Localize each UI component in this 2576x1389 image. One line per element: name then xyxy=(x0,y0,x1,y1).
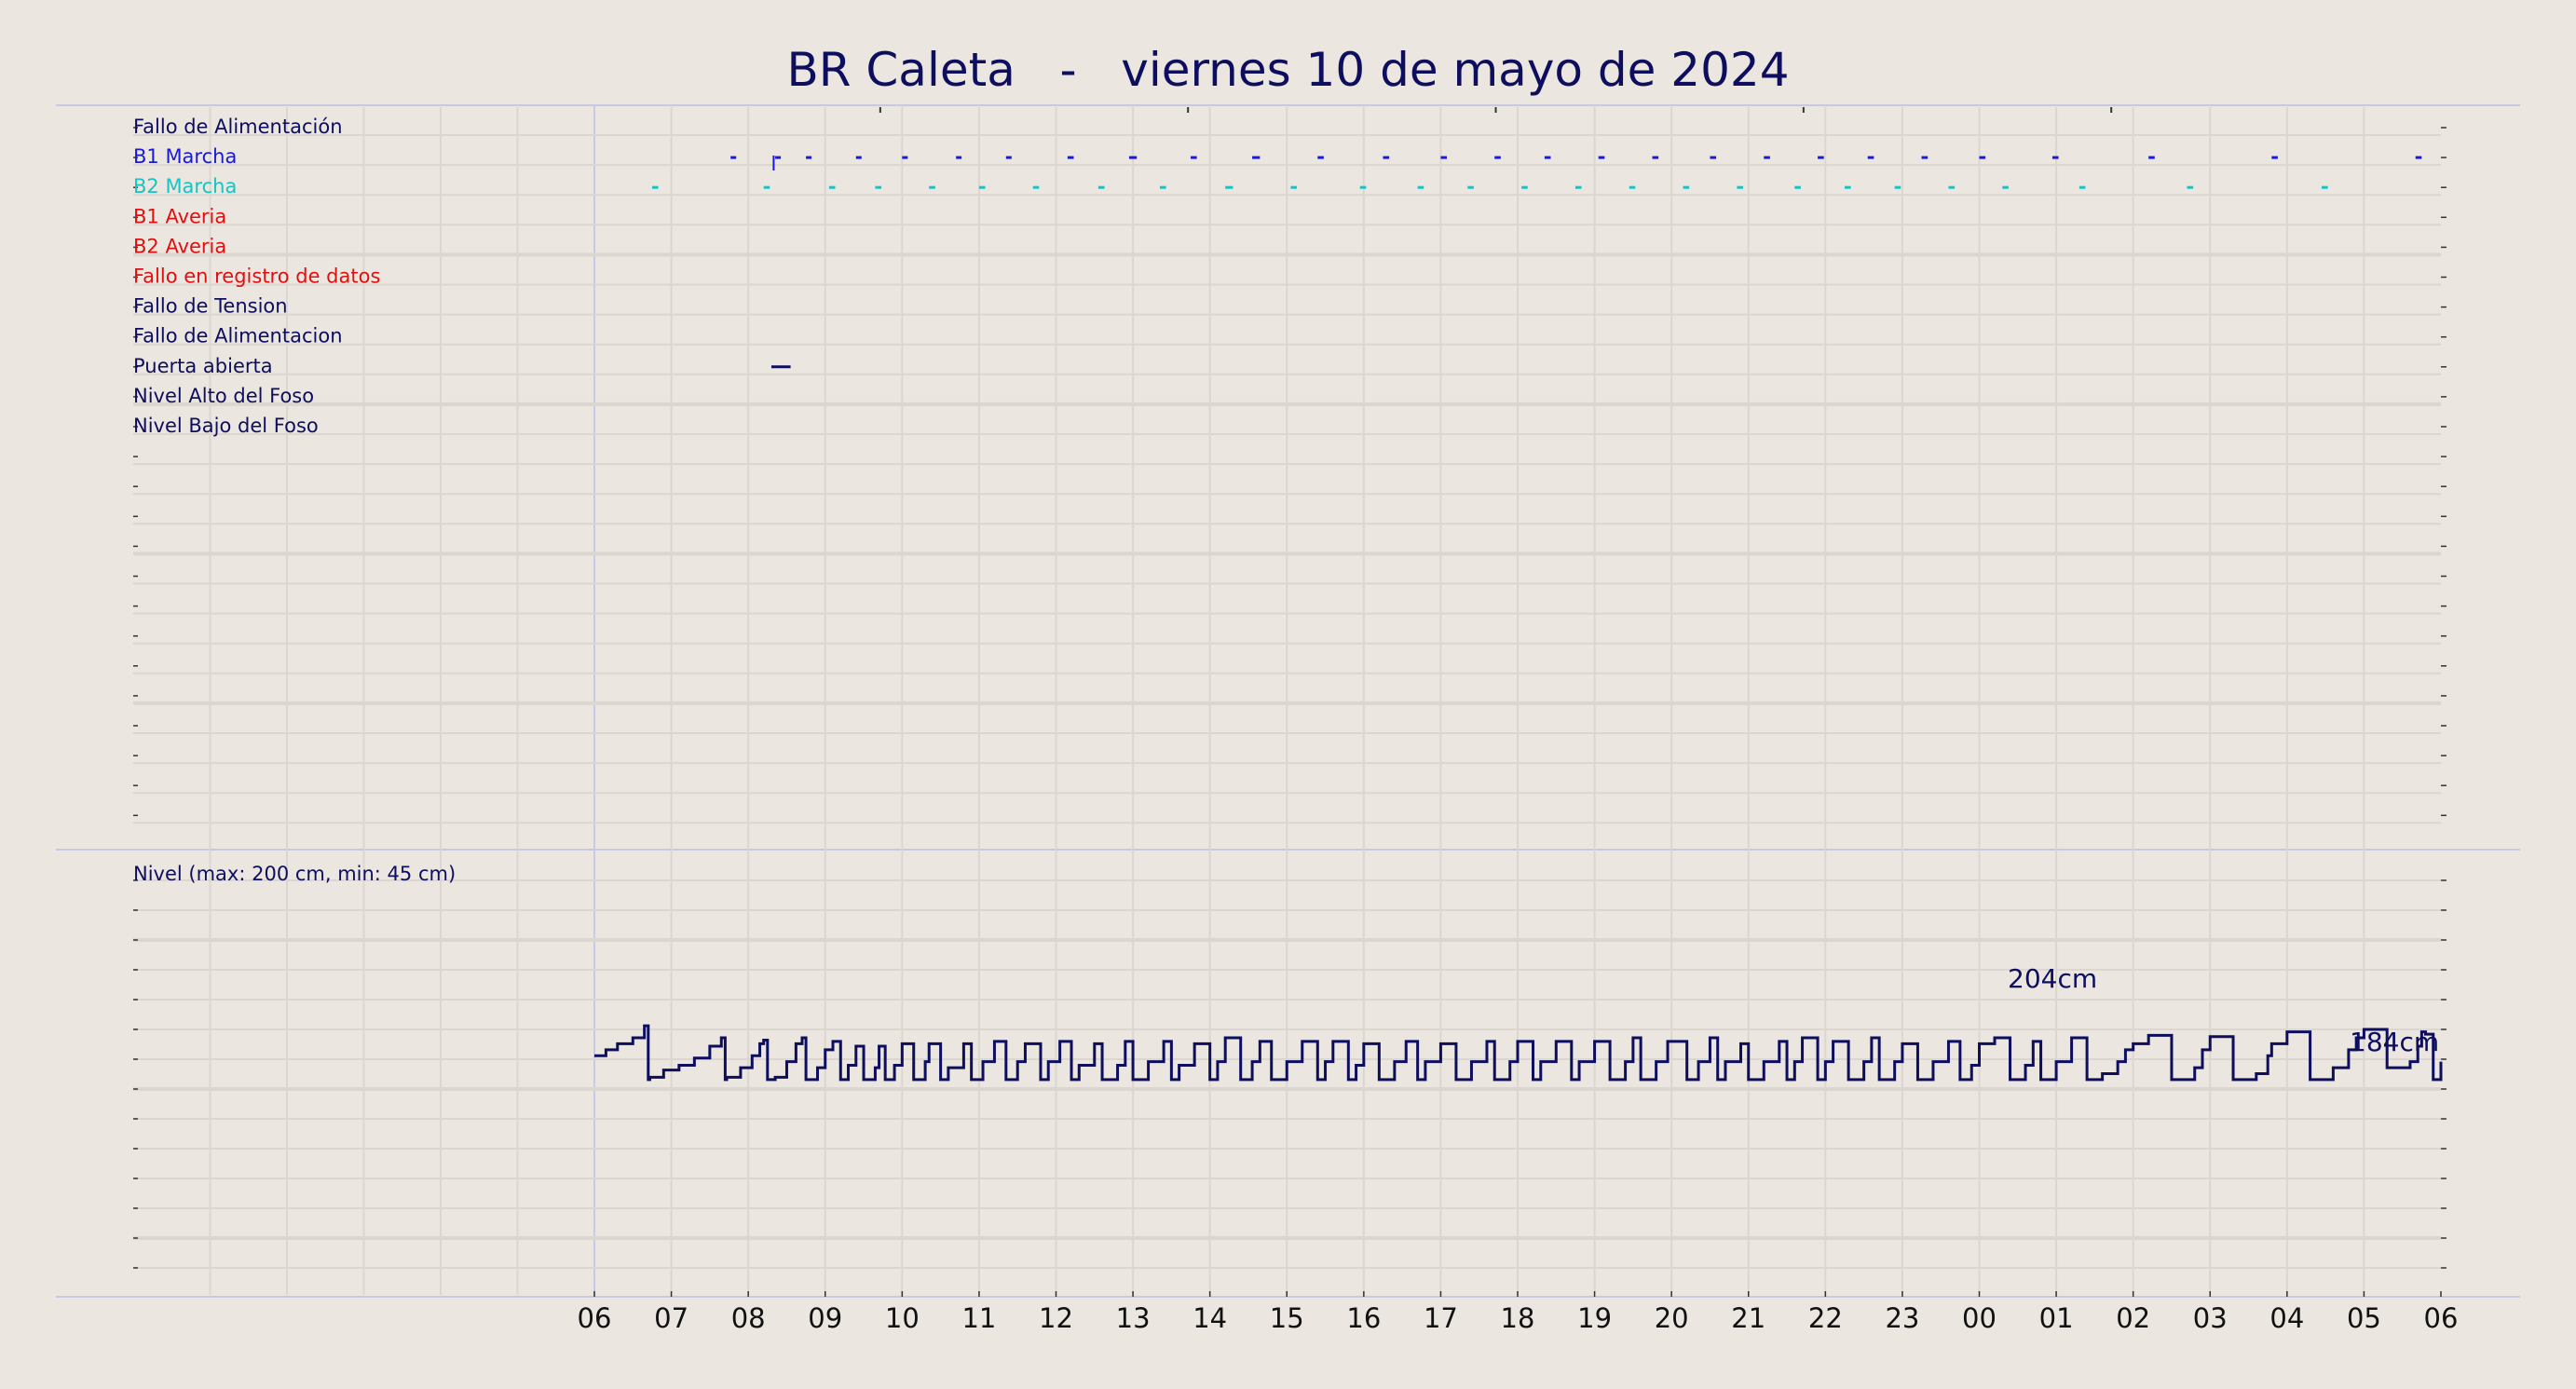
x-tick-label: 13 xyxy=(1116,1302,1151,1334)
x-tick-label: 23 xyxy=(1885,1302,1919,1334)
x-tick-label: 14 xyxy=(1193,1302,1227,1334)
x-tick-label: 01 xyxy=(2039,1302,2074,1334)
x-tick-label: 16 xyxy=(1346,1302,1381,1334)
x-tick-label: 17 xyxy=(1424,1302,1458,1334)
x-tick-label: 19 xyxy=(1577,1302,1612,1334)
x-tick-label: 05 xyxy=(2347,1302,2381,1334)
x-tick-label: 07 xyxy=(654,1302,688,1334)
last-value-label: 184cm xyxy=(2350,1027,2439,1057)
chart-title: BR Caleta - viernes 10 de mayo de 2024 xyxy=(786,43,1790,97)
row-label: B2 Averia xyxy=(133,235,226,257)
row-label: Nivel Bajo del Foso xyxy=(133,415,319,437)
row-label: Fallo en registro de datos xyxy=(133,266,380,288)
row-label: Nivel Alto del Foso xyxy=(133,385,314,407)
max-value-label: 204cm xyxy=(2008,963,2097,994)
x-tick-label: 11 xyxy=(961,1302,996,1334)
x-tick-label: 22 xyxy=(1808,1302,1843,1334)
row-label: B2 Marcha xyxy=(133,175,237,197)
row-label: Fallo de Tension xyxy=(133,295,288,318)
x-tick-label: 18 xyxy=(1501,1302,1535,1334)
x-tick-label: 10 xyxy=(885,1302,920,1334)
row-label: B1 Averia xyxy=(133,205,226,227)
x-tick-label: 04 xyxy=(2269,1302,2304,1334)
row-label: Fallo de Alimentacion xyxy=(133,325,343,347)
x-tick-label: 12 xyxy=(1039,1302,1073,1334)
level-line xyxy=(594,1024,2443,1082)
x-tick-label: 09 xyxy=(808,1302,842,1334)
level-label: Nivel (max: 200 cm, min: 45 cm) xyxy=(133,863,456,885)
row-label: Puerta abierta xyxy=(133,355,273,377)
x-tick-label: 06 xyxy=(2424,1302,2459,1334)
row-label: B1 Marcha xyxy=(133,145,237,168)
x-tick-label: 06 xyxy=(578,1302,612,1334)
x-tick-label: 15 xyxy=(1270,1302,1304,1334)
x-tick-label: 08 xyxy=(731,1302,766,1334)
row-label: Fallo de Alimentación xyxy=(133,116,343,138)
x-tick-label: 00 xyxy=(1962,1302,1997,1334)
x-tick-label: 03 xyxy=(2193,1302,2228,1334)
x-tick-label: 20 xyxy=(1655,1302,1689,1334)
x-tick-label: 02 xyxy=(2116,1302,2150,1334)
x-tick-label: 21 xyxy=(1731,1302,1765,1334)
